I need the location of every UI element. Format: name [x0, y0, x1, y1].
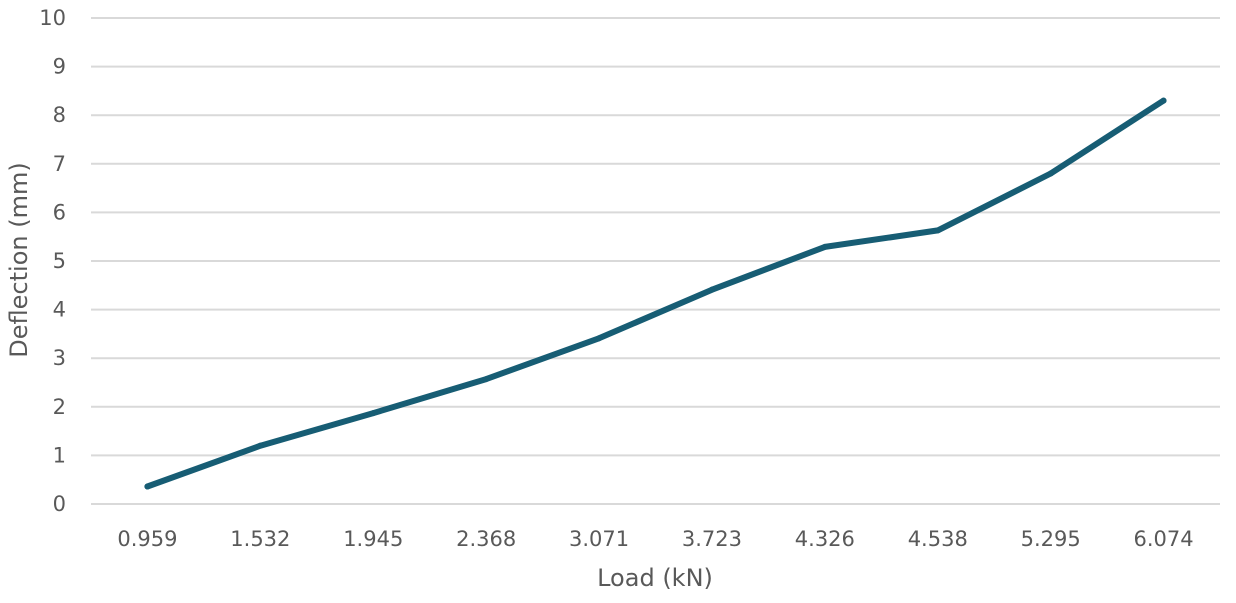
y-tick-label: 9: [53, 55, 66, 79]
x-tick-label: 4.538: [908, 527, 968, 551]
data-point: [934, 227, 941, 234]
data-point: [483, 376, 490, 383]
y-tick-label: 2: [53, 395, 66, 419]
data-point: [370, 410, 377, 417]
x-tick-label: 1.945: [343, 527, 403, 551]
y-tick-label: 0: [53, 492, 66, 516]
data-point: [144, 483, 151, 490]
y-axis-title: Deflection (mm): [5, 162, 33, 357]
data-point: [1160, 97, 1167, 104]
y-axis-ticks: 0 1 2 3 4 5 6 7 8 9 10: [39, 6, 66, 516]
y-tick-label: 1: [53, 443, 66, 467]
y-tick-label: 5: [53, 249, 66, 273]
gridlines: [91, 17, 1220, 505]
x-axis-ticks: 0.959 1.532 1.945 2.368 3.071 3.723 4.326 4.538…: [117, 527, 1193, 551]
y-tick-label: 4: [53, 298, 66, 322]
x-tick-label: 1.532: [230, 527, 290, 551]
x-tick-label: 4.326: [795, 527, 855, 551]
x-axis-title: Load (kN): [597, 564, 713, 592]
y-tick-label: 3: [53, 346, 66, 370]
data-point: [257, 442, 264, 449]
x-tick-label: 6.074: [1133, 527, 1193, 551]
y-tick-label: 8: [53, 103, 66, 127]
data-point: [1047, 170, 1054, 177]
y-tick-label: 10: [39, 6, 66, 30]
data-point: [821, 243, 828, 250]
x-tick-label: 0.959: [117, 527, 177, 551]
x-tick-label: 3.723: [682, 527, 742, 551]
x-tick-label: 5.295: [1021, 527, 1081, 551]
y-tick-label: 6: [53, 200, 66, 224]
data-point: [708, 286, 715, 293]
series-group: [144, 97, 1167, 490]
y-tick-label: 7: [53, 152, 66, 176]
series-line-0: [144, 97, 1167, 490]
x-tick-label: 2.368: [456, 527, 516, 551]
data-point: [596, 335, 603, 342]
x-tick-label: 3.071: [569, 527, 629, 551]
